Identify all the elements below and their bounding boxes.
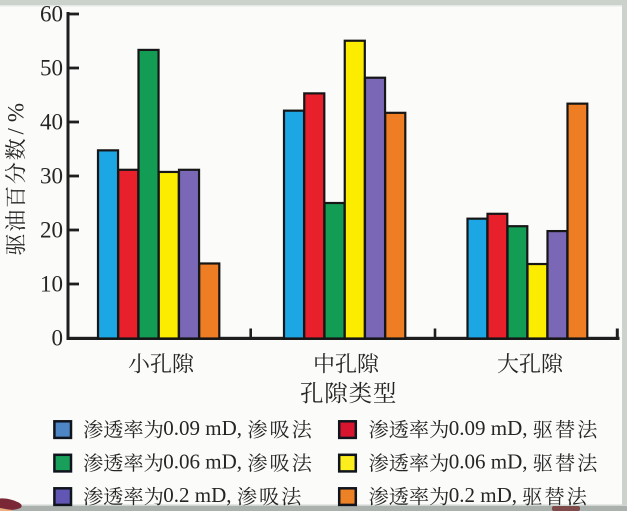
svg-text:/%: /% xyxy=(4,97,29,135)
svg-text:0.09 mD,: 0.09 mD, xyxy=(163,416,242,440)
svg-text:40: 40 xyxy=(40,110,63,135)
svg-text:30: 30 xyxy=(40,164,63,189)
svg-text:0.06 mD,: 0.06 mD, xyxy=(163,450,242,474)
svg-text:0.2 mD,: 0.2 mD, xyxy=(449,483,517,507)
svg-text:0: 0 xyxy=(52,326,64,351)
svg-text:0.06 mD,: 0.06 mD, xyxy=(449,450,528,474)
svg-text:0.2 mD,: 0.2 mD, xyxy=(163,483,231,507)
svg-text:0.09 mD,: 0.09 mD, xyxy=(449,416,528,440)
svg-text:10: 10 xyxy=(40,272,63,297)
svg-text:60: 60 xyxy=(40,2,63,27)
svg-text:20: 20 xyxy=(40,218,63,243)
svg-text:50: 50 xyxy=(40,56,63,81)
